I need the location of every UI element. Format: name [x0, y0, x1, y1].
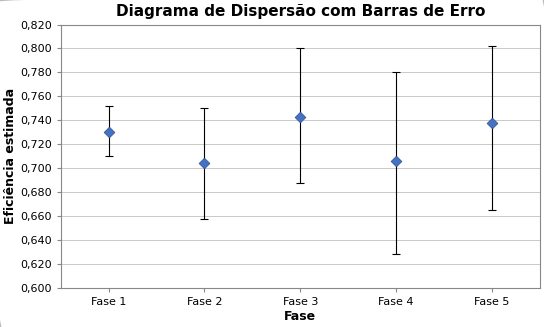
Point	[487, 120, 496, 125]
Title: Diagrama de Dispersão com Barras de Erro: Diagrama de Dispersão com Barras de Erro	[115, 4, 485, 19]
Point	[104, 130, 113, 135]
Point	[392, 159, 400, 164]
Y-axis label: Eficiência estimada: Eficiência estimada	[4, 88, 17, 224]
Point	[296, 114, 305, 119]
X-axis label: Fase: Fase	[284, 310, 317, 323]
Point	[200, 161, 209, 166]
